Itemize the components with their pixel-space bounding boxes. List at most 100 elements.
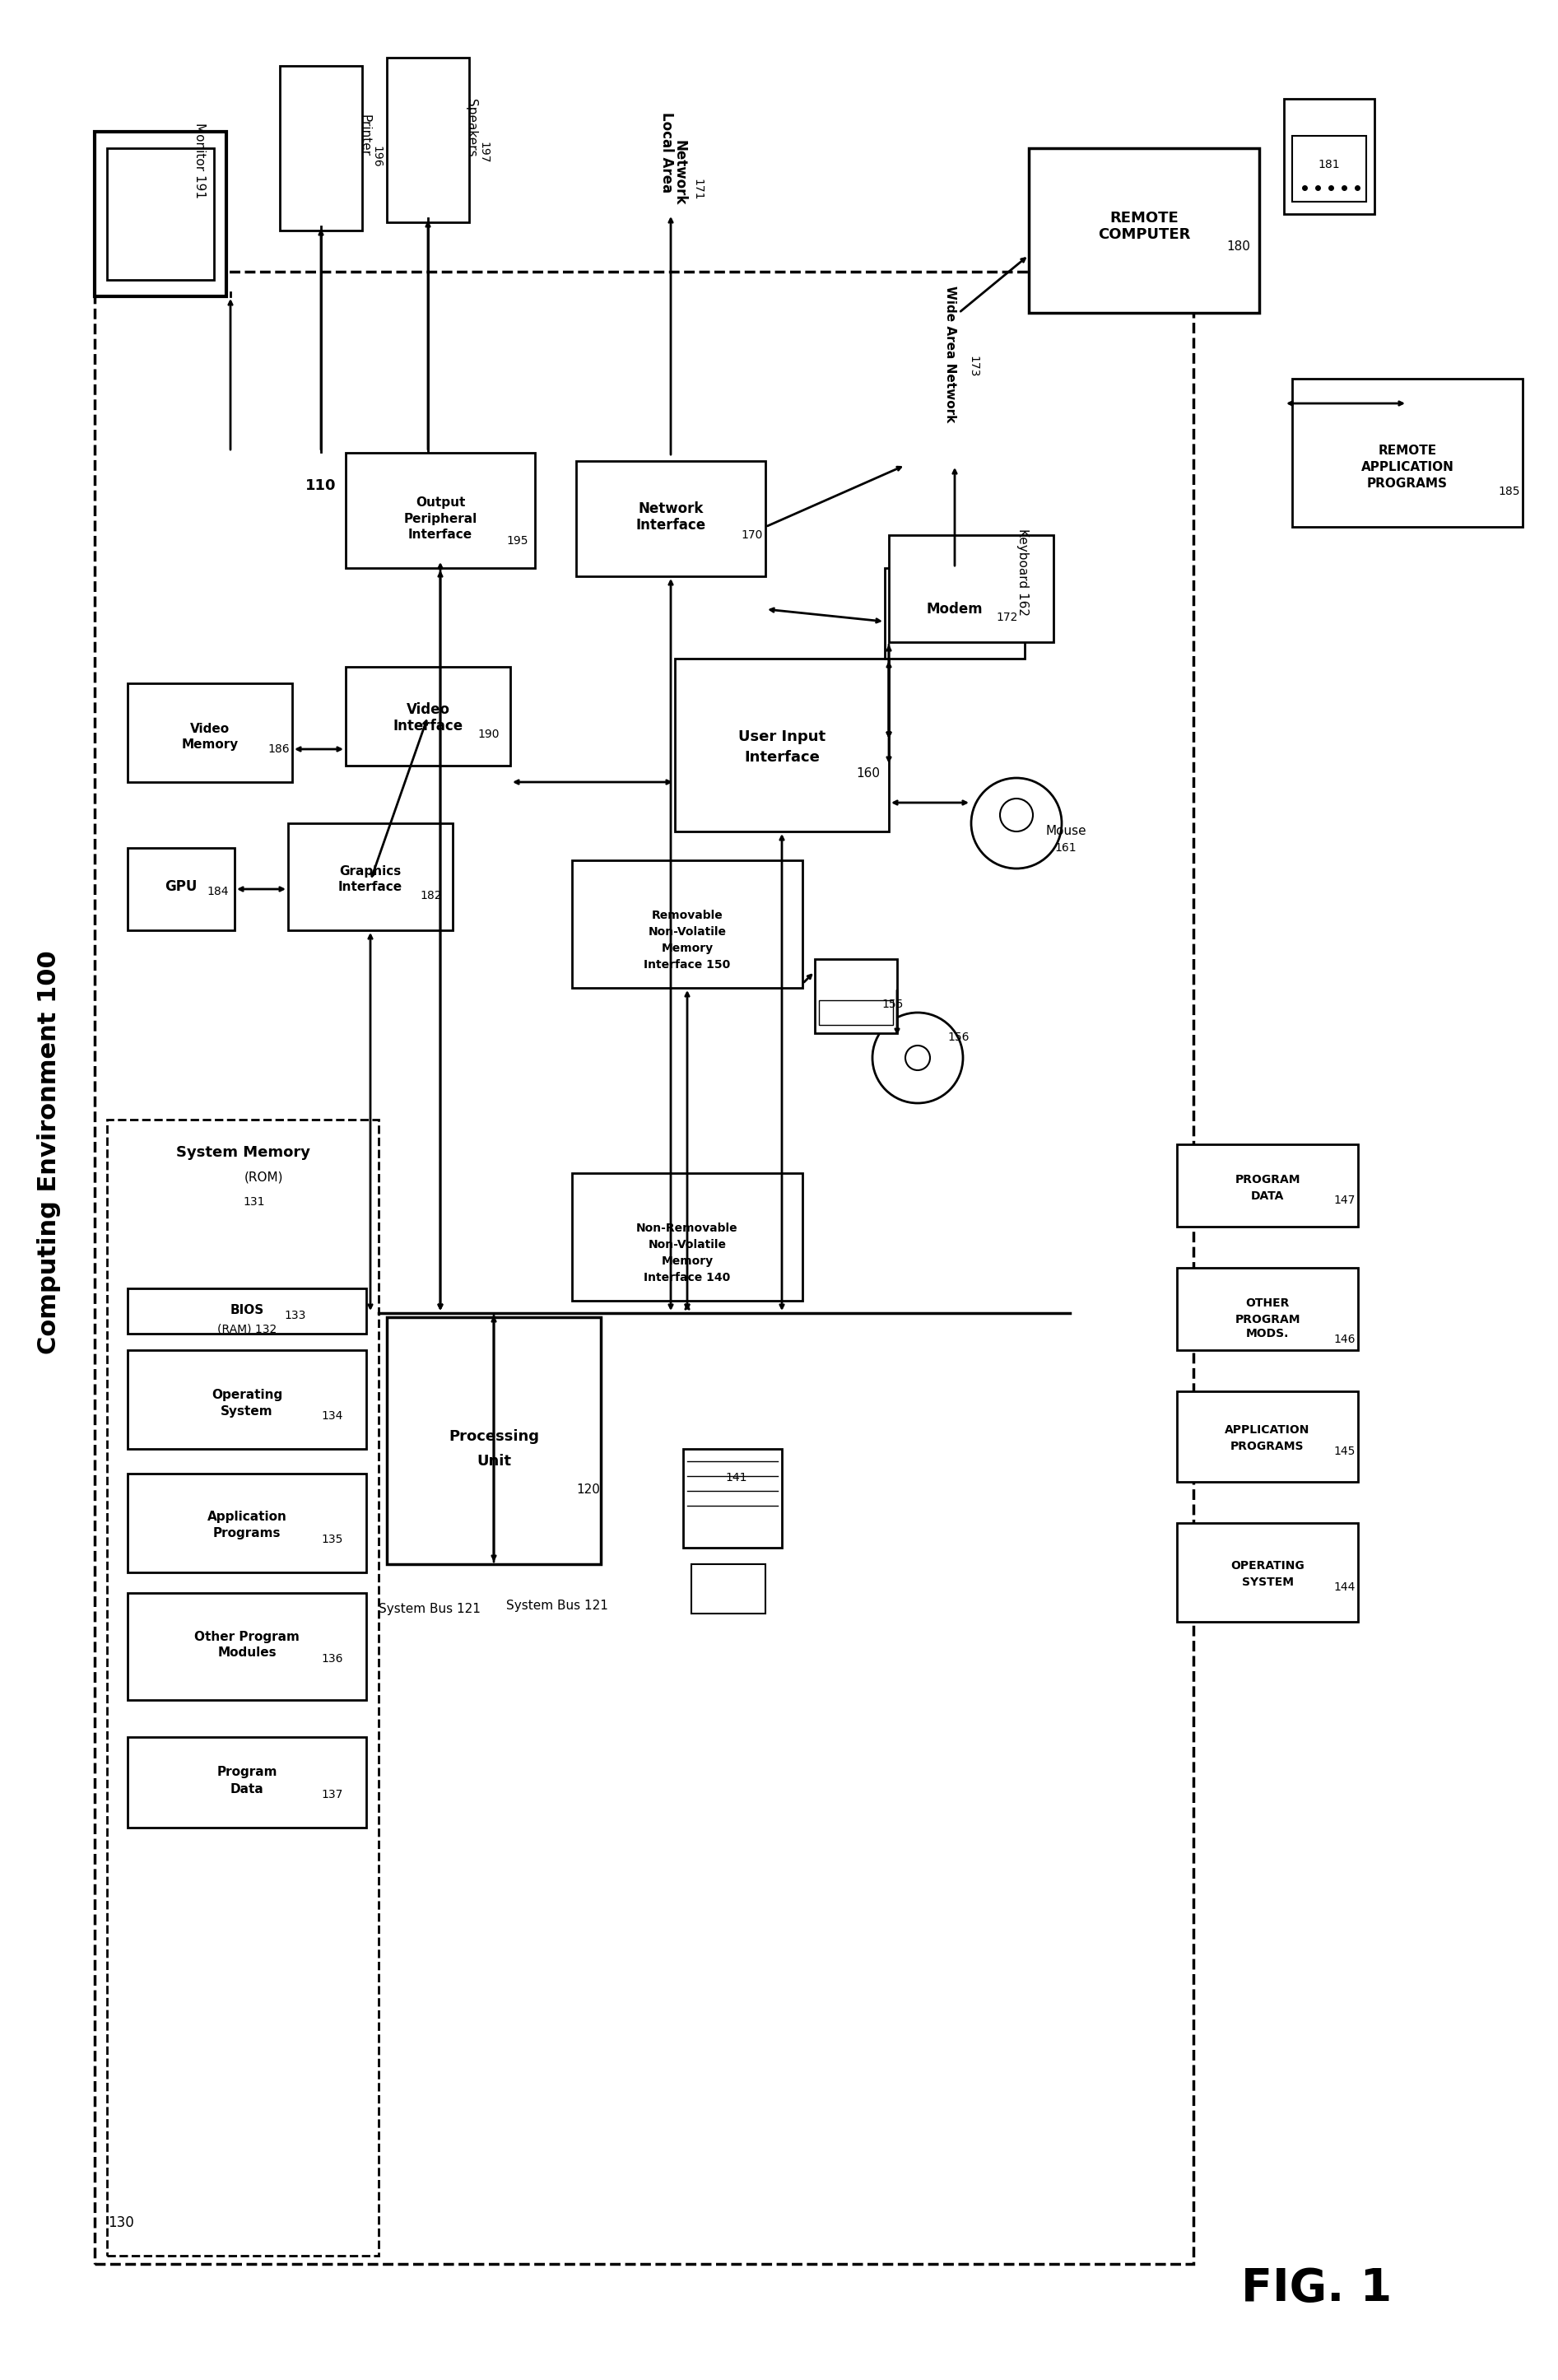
Text: 144: 144 — [1334, 1580, 1355, 1592]
Text: 131: 131 — [243, 1197, 265, 1207]
Text: 156: 156 — [947, 1031, 969, 1042]
Text: Programs: Programs — [213, 1528, 280, 1540]
Text: 196: 196 — [371, 145, 382, 167]
Text: Network: Network — [671, 140, 687, 205]
Text: 195: 195 — [506, 536, 528, 547]
Text: 160: 160 — [855, 769, 880, 781]
Bar — [346, 666, 511, 766]
Bar — [386, 57, 469, 221]
Text: Memory: Memory — [181, 738, 238, 752]
Text: Processing: Processing — [449, 1428, 539, 1445]
Bar — [815, 959, 897, 1033]
Bar — [128, 847, 235, 931]
Bar — [128, 1592, 366, 1699]
Text: Computing Environment 100: Computing Environment 100 — [37, 950, 61, 1354]
Bar — [128, 683, 293, 783]
Bar — [1176, 1269, 1359, 1349]
Bar — [692, 1564, 765, 1614]
Bar — [108, 1119, 379, 2256]
Text: SYSTEM: SYSTEM — [1242, 1576, 1293, 1587]
Text: Interface: Interface — [338, 881, 402, 892]
Text: Application: Application — [207, 1511, 287, 1523]
Text: Interface: Interface — [408, 528, 472, 540]
Bar — [682, 1449, 782, 1547]
Text: System Memory: System Memory — [176, 1145, 310, 1159]
Bar — [1292, 378, 1522, 526]
Text: 137: 137 — [321, 1790, 343, 1799]
Text: BIOS: BIOS — [231, 1304, 263, 1316]
Text: REMOTE: REMOTE — [1379, 445, 1436, 457]
Text: 135: 135 — [321, 1533, 343, 1545]
Bar — [1284, 100, 1374, 214]
Text: Monitor 191: Monitor 191 — [193, 124, 206, 198]
Text: APPLICATION: APPLICATION — [1225, 1423, 1310, 1435]
Bar — [95, 271, 1193, 2263]
Text: 110: 110 — [305, 478, 337, 493]
Text: 173: 173 — [968, 355, 978, 376]
Text: Peripheral: Peripheral — [404, 512, 477, 526]
Bar — [386, 1316, 601, 1564]
Text: 120: 120 — [576, 1483, 600, 1497]
Text: 161: 161 — [1055, 843, 1077, 854]
Bar — [1176, 1392, 1359, 1483]
Text: 197: 197 — [477, 140, 489, 164]
Bar — [820, 1000, 893, 1026]
Text: 145: 145 — [1334, 1445, 1355, 1457]
Text: 184: 184 — [207, 885, 229, 897]
Text: DATA: DATA — [1251, 1190, 1284, 1202]
Text: FIG. 1: FIG. 1 — [1242, 2266, 1393, 2311]
Text: GPU: GPU — [165, 878, 198, 895]
Text: 155: 155 — [882, 1000, 904, 1009]
Bar — [128, 1288, 366, 1333]
Text: Interface 140: Interface 140 — [643, 1271, 731, 1283]
Text: 185: 185 — [1497, 486, 1519, 497]
Text: Data: Data — [231, 1783, 263, 1795]
Text: Memory: Memory — [661, 1254, 714, 1266]
Text: Video: Video — [190, 724, 229, 735]
Bar — [890, 536, 1053, 643]
Text: MODS.: MODS. — [1246, 1328, 1288, 1340]
Text: Printer: Printer — [358, 114, 371, 157]
Bar — [95, 131, 226, 298]
Text: REMOTE: REMOTE — [1109, 212, 1178, 226]
Text: System: System — [221, 1407, 273, 1418]
Text: 136: 136 — [321, 1654, 343, 1664]
Text: Other Program: Other Program — [195, 1630, 299, 1642]
Bar — [885, 569, 1025, 659]
Text: Non-Volatile: Non-Volatile — [648, 1240, 726, 1250]
Text: PROGRAMS: PROGRAMS — [1231, 1440, 1304, 1452]
Bar — [572, 1173, 802, 1302]
Bar — [675, 659, 890, 831]
Text: 133: 133 — [284, 1309, 305, 1321]
Text: 146: 146 — [1334, 1333, 1355, 1345]
Text: 134: 134 — [321, 1411, 343, 1421]
Text: Video: Video — [407, 702, 450, 716]
Bar — [288, 823, 453, 931]
Bar — [128, 1349, 366, 1449]
Text: (ROM): (ROM) — [243, 1171, 284, 1183]
Text: 147: 147 — [1334, 1195, 1355, 1207]
Text: Speakers: Speakers — [464, 98, 477, 157]
Text: 130: 130 — [108, 2216, 134, 2230]
Text: 181: 181 — [1318, 159, 1340, 171]
Text: 190: 190 — [477, 728, 499, 740]
Bar — [280, 67, 361, 231]
Text: Memory: Memory — [661, 942, 714, 954]
Text: Network: Network — [639, 502, 703, 516]
Bar — [128, 1737, 366, 1828]
Text: Non-Removable: Non-Removable — [636, 1223, 738, 1235]
Text: Modules: Modules — [218, 1647, 276, 1659]
Text: Graphics: Graphics — [340, 864, 402, 878]
Text: User Input: User Input — [738, 728, 826, 745]
Bar — [576, 462, 765, 576]
Bar — [128, 1473, 366, 1573]
Text: PROGRAM: PROGRAM — [1235, 1314, 1301, 1326]
Text: (RAM) 132: (RAM) 132 — [217, 1323, 277, 1335]
Text: OTHER: OTHER — [1245, 1297, 1290, 1309]
Text: 141: 141 — [726, 1471, 748, 1483]
Text: Interface: Interface — [745, 750, 820, 764]
Text: Interface 150: Interface 150 — [643, 959, 731, 971]
Bar — [572, 859, 802, 988]
Text: Interface: Interface — [636, 519, 706, 533]
Text: 182: 182 — [419, 890, 441, 902]
